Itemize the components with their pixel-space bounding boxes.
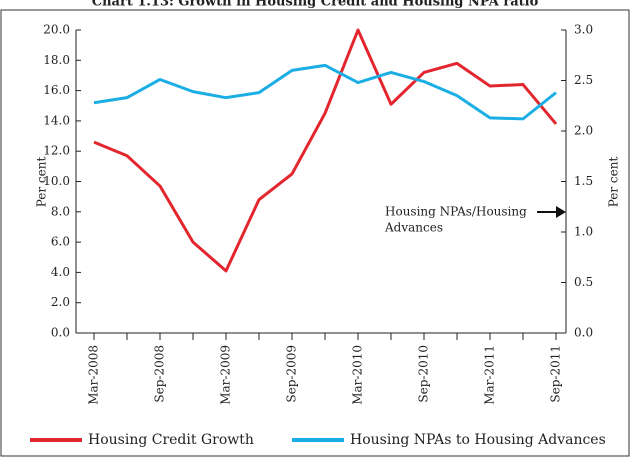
annotation: Housing NPAs/Housing bbox=[385, 205, 527, 219]
x-tick-label: Sep-2010 bbox=[417, 345, 431, 403]
x-tick-label: Sep-2009 bbox=[285, 345, 299, 403]
annotation: Advances bbox=[384, 221, 443, 235]
legend-label: Housing NPAs to Housing Advances bbox=[350, 432, 606, 448]
y-tick-label: 10.0 bbox=[43, 174, 70, 188]
x-tick-label: Mar-2008 bbox=[87, 345, 101, 405]
y2-tick-label: 0.0 bbox=[574, 326, 593, 340]
y-tick-label: 0.0 bbox=[51, 326, 70, 340]
y-tick-label: 12.0 bbox=[43, 144, 70, 158]
y-tick-label: 20.0 bbox=[43, 23, 70, 37]
annotation-arrowhead bbox=[556, 206, 566, 218]
frame bbox=[0, 9, 630, 457]
y2-tick-label: 2.5 bbox=[574, 73, 593, 87]
x-tick-label: Sep-2008 bbox=[153, 345, 167, 403]
legend-label: Housing Credit Growth bbox=[88, 432, 254, 448]
y2-tick-label: 0.5 bbox=[574, 275, 593, 289]
y-tick-label: 16.0 bbox=[43, 83, 70, 97]
y2-tick-label: 3.0 bbox=[574, 23, 593, 37]
y-tick-label: 8.0 bbox=[51, 204, 70, 218]
y-tick-label: 2.0 bbox=[51, 295, 70, 309]
x-tick-label: Mar-2009 bbox=[219, 345, 233, 405]
y-axis-label: Per cent bbox=[35, 157, 49, 208]
chart-title: Chart 1.13: Growth in Housing Credit and… bbox=[92, 0, 539, 10]
x-tick-label: Mar-2011 bbox=[483, 345, 497, 405]
y2-tick-label: 2.0 bbox=[574, 124, 593, 138]
y-tick-label: 6.0 bbox=[51, 235, 70, 249]
x-tick-label: Sep-2011 bbox=[549, 345, 563, 403]
series-line bbox=[93, 28, 558, 273]
y-tick-label: 4.0 bbox=[51, 265, 70, 279]
y2-axis-label: Per cent bbox=[607, 157, 621, 208]
y-tick-label: 14.0 bbox=[43, 113, 70, 127]
series-line bbox=[93, 63, 557, 121]
y-tick-label: 18.0 bbox=[43, 53, 70, 67]
y2-tick-label: 1.0 bbox=[574, 225, 593, 239]
y2-tick-label: 1.5 bbox=[574, 174, 593, 188]
x-tick-label: Mar-2010 bbox=[351, 345, 365, 405]
